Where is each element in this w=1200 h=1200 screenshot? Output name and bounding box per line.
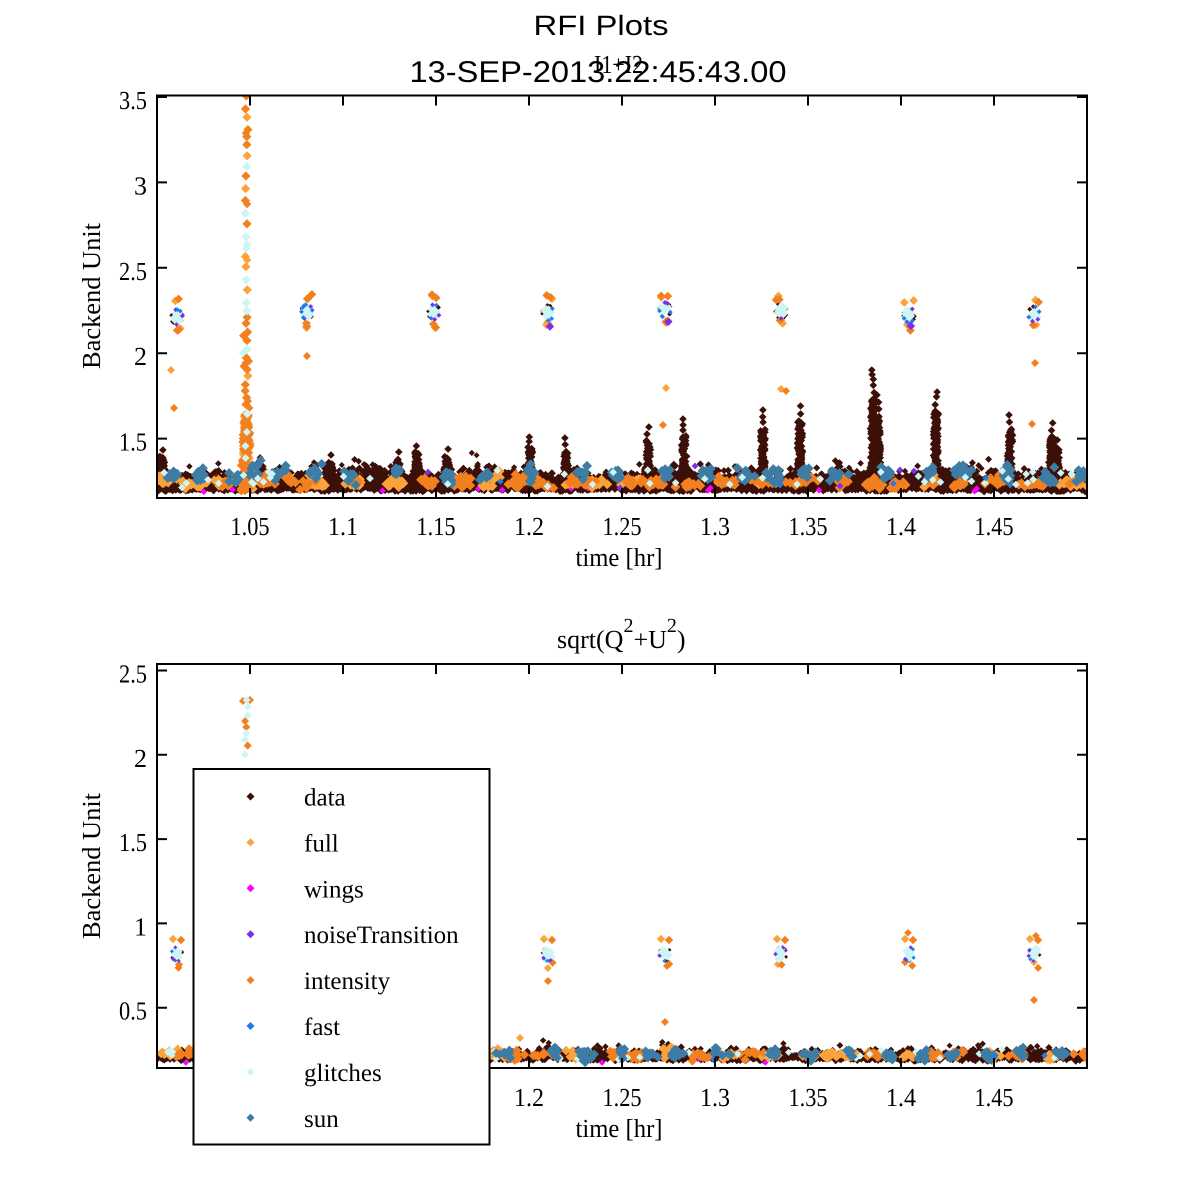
svg-text:2.5: 2.5 (119, 660, 147, 689)
svg-text:time [hr]: time [hr] (576, 543, 663, 572)
svg-text:2.5: 2.5 (119, 257, 147, 286)
svg-text:Backend Unit: Backend Unit (77, 222, 106, 369)
svg-text:1.4: 1.4 (886, 1083, 916, 1112)
svg-text:2: 2 (134, 744, 147, 773)
svg-text:1.4: 1.4 (886, 512, 916, 541)
svg-text:1.2: 1.2 (514, 512, 544, 541)
svg-text:1.15: 1.15 (417, 512, 456, 541)
svg-text:fast: fast (304, 1014, 340, 1041)
svg-text:Backend Unit: Backend Unit (77, 792, 106, 939)
svg-text:1.3: 1.3 (700, 1083, 730, 1112)
svg-text:full: full (304, 830, 339, 857)
svg-text:1.25: 1.25 (603, 512, 642, 541)
svg-text:3: 3 (134, 171, 147, 200)
svg-text:1.1: 1.1 (328, 512, 358, 541)
svg-text:wings: wings (304, 876, 364, 903)
svg-text:13-SEP-2013.22:45:43.00: 13-SEP-2013.22:45:43.00 (410, 56, 787, 89)
svg-text:glitches: glitches (304, 1060, 382, 1087)
svg-text:1.25: 1.25 (603, 1083, 642, 1112)
svg-text:1: 1 (134, 912, 147, 941)
svg-text:1.35: 1.35 (789, 512, 828, 541)
svg-text:RFI Plots: RFI Plots (534, 10, 669, 41)
svg-text:data: data (304, 785, 346, 812)
svg-text:1.45: 1.45 (975, 512, 1014, 541)
svg-text:noiseTransition: noiseTransition (304, 922, 459, 949)
svg-text:1.05: 1.05 (231, 512, 270, 541)
svg-text:3.5: 3.5 (119, 86, 147, 115)
svg-text:0.5: 0.5 (119, 997, 147, 1026)
svg-text:time [hr]: time [hr] (576, 1114, 663, 1143)
svg-text:1.3: 1.3 (700, 512, 730, 541)
svg-text:I1+I2: I1+I2 (594, 50, 643, 79)
svg-text:1.45: 1.45 (975, 1083, 1014, 1112)
svg-text:2: 2 (134, 342, 147, 371)
svg-text:1.5: 1.5 (119, 828, 147, 857)
svg-text:1.35: 1.35 (789, 1083, 828, 1112)
svg-text:intensity: intensity (304, 968, 391, 995)
svg-text:1.2: 1.2 (514, 1083, 544, 1112)
svg-text:1.5: 1.5 (119, 428, 147, 457)
svg-text:sun: sun (304, 1106, 339, 1133)
